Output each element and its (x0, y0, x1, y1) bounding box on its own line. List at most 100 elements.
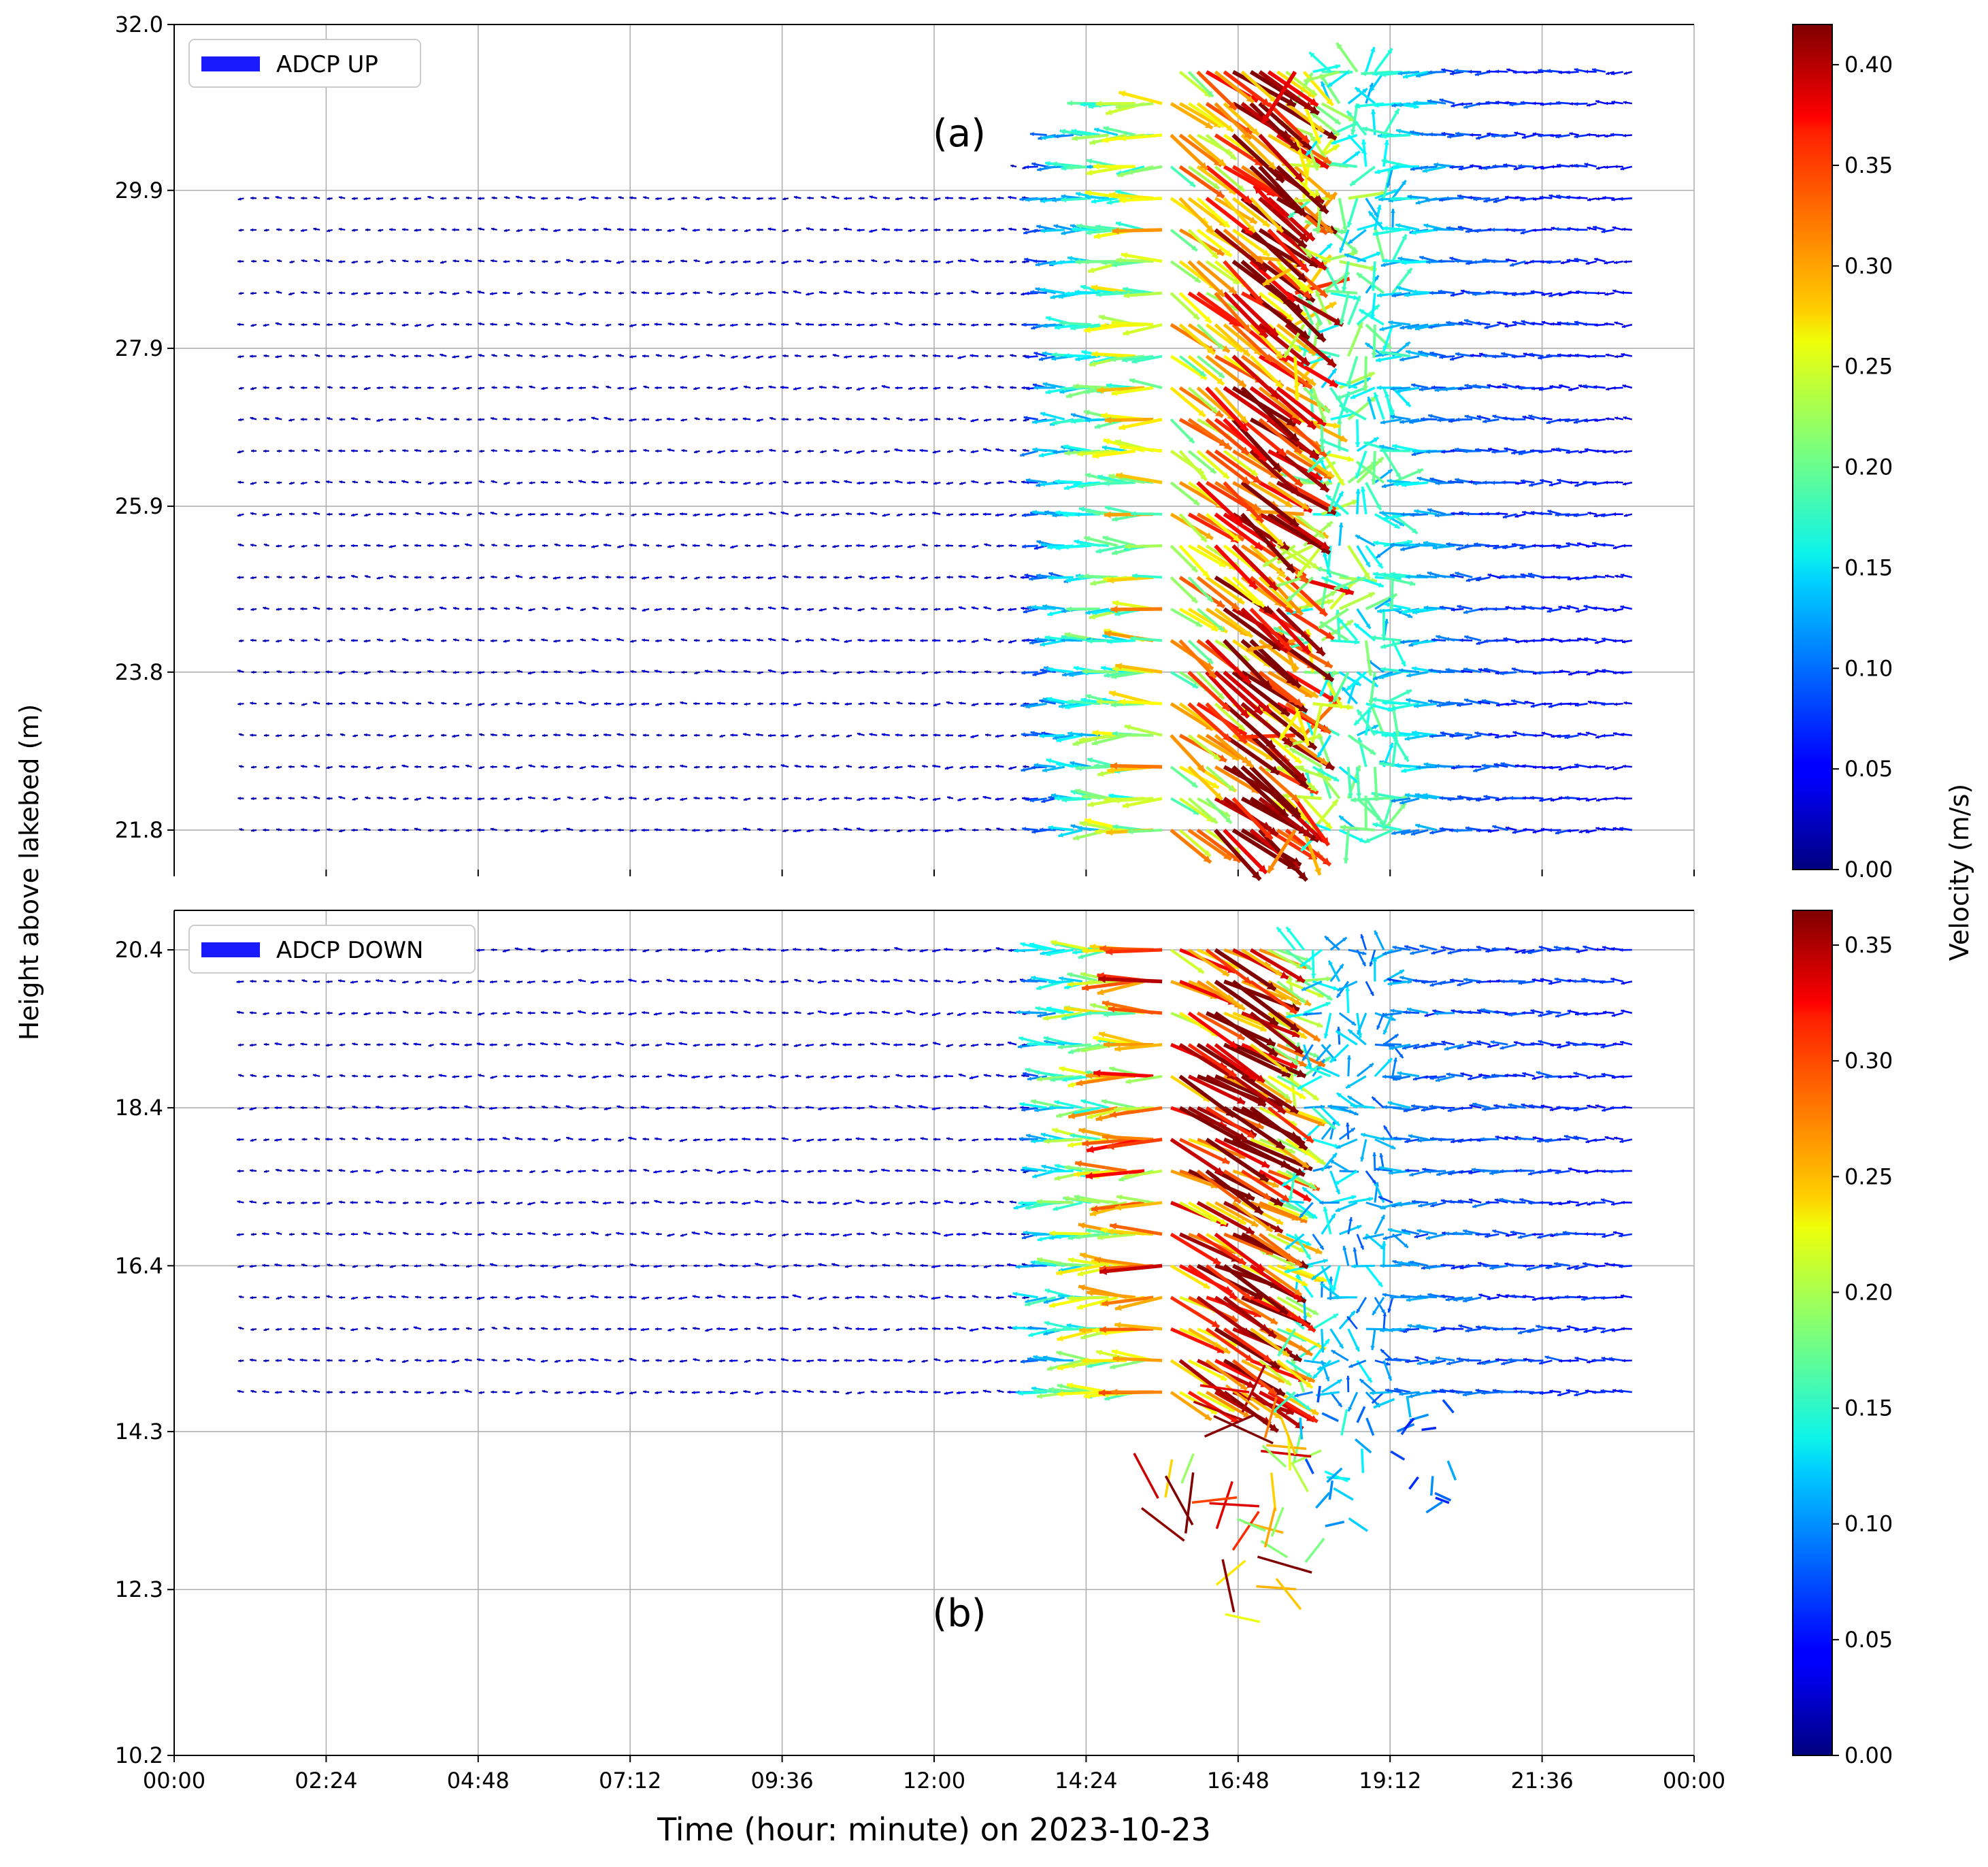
quiver-arrowhead (997, 671, 1001, 675)
quiver-arrowhead (705, 701, 708, 706)
quiver-arrowhead (869, 829, 873, 833)
quiver-arrowhead (578, 701, 582, 704)
quiver-arrow (1268, 733, 1303, 765)
quiver-arrowhead (819, 765, 823, 769)
quiver-arrowhead (1310, 691, 1319, 697)
quiver-arrowhead (1466, 797, 1470, 802)
quiver-arrowhead (580, 323, 583, 327)
quiver-arrowhead (465, 323, 469, 327)
quiver-arrow (1372, 823, 1402, 831)
quiver-arrowhead (415, 639, 418, 642)
quiver-arrows (237, 42, 1633, 882)
quiver-arrowhead (490, 323, 493, 326)
quiver-arrowhead (1298, 872, 1307, 880)
quiver-arrowhead (1127, 828, 1133, 835)
quiver-arrowhead (554, 417, 557, 421)
quiver-arrowhead (1023, 354, 1026, 358)
quiver-arrowhead (453, 323, 457, 326)
quiver-arrowhead (1085, 693, 1091, 699)
quiver-arrowhead (1530, 704, 1535, 708)
quiver-arrowhead (555, 701, 559, 705)
quiver-arrowhead (680, 828, 684, 831)
quiver-arrowhead (808, 701, 811, 705)
quiver-arrowhead (1602, 668, 1606, 673)
quiver-arrowhead (1605, 417, 1609, 421)
quiver-arrowhead (327, 449, 331, 452)
quiver-arrowhead (1465, 826, 1470, 831)
quiver-arrowhead (1031, 829, 1036, 834)
quiver-arrow (1214, 702, 1246, 731)
quiver-arrowhead (1211, 817, 1218, 823)
quiver-arrowhead (1270, 765, 1279, 774)
quiver-arrowhead (756, 765, 760, 769)
quiver-arrowhead (554, 512, 558, 516)
quiver-arrowhead (694, 765, 697, 769)
quiver-arrowhead (780, 701, 784, 706)
quiver-arrowhead (428, 829, 431, 832)
quiver-arrow (1240, 765, 1302, 820)
quiver-arrowhead (1521, 732, 1525, 737)
quiver-arrowhead (1021, 639, 1025, 642)
quiver-arrowhead (1495, 797, 1500, 802)
quiver-arrowhead (1112, 665, 1119, 673)
quiver-arrowhead (630, 670, 634, 674)
quiver-arrowhead (1212, 782, 1219, 788)
quiver-arrowhead (1268, 865, 1275, 873)
quiver-arrowhead (527, 671, 531, 675)
quiver-arrowhead (631, 260, 634, 263)
quiver-arrowhead (477, 797, 481, 801)
quiver-arrowhead (730, 512, 733, 516)
quiver-arrowhead (1238, 724, 1245, 731)
quiver-arrowhead (414, 291, 418, 295)
quiver-arrowhead (1347, 793, 1353, 799)
quiver-arrowhead (313, 701, 316, 705)
quiver-arrowhead (921, 608, 925, 611)
quiver-arrowhead (1280, 733, 1286, 740)
quiver-arrowhead (743, 733, 746, 736)
quiver-arrowhead (540, 480, 544, 484)
quiver-arrowhead (706, 733, 710, 737)
quiver-arrowhead (1354, 719, 1360, 725)
quiver-arrowhead (681, 670, 684, 674)
quiver-arrowhead (757, 701, 761, 706)
quiver-arrowhead (504, 512, 508, 516)
quiver-arrowhead (605, 449, 608, 453)
quiver-arrowhead (681, 607, 684, 611)
quiver-arrowhead (806, 512, 809, 516)
quiver-arrowhead (1622, 764, 1626, 768)
quiver-arrowhead (591, 765, 595, 768)
quiver-arrowhead (327, 828, 330, 831)
quiver-arrowhead (402, 449, 405, 452)
quiver-arrowhead (427, 544, 431, 548)
quiver-arrowhead (668, 386, 672, 390)
quiver-arrowhead (1041, 731, 1046, 736)
quiver-arrowhead (1620, 671, 1624, 675)
quiver-arrowhead (1113, 797, 1120, 804)
quiver-arrowhead (1082, 668, 1088, 674)
quiver-arrowhead (1540, 827, 1544, 831)
quiver-arrowhead (908, 323, 912, 327)
quiver-arrowhead (618, 481, 621, 484)
quiver-arrowhead (1010, 670, 1014, 674)
quiver-arrowhead (466, 418, 470, 421)
quiver-arrowhead (376, 766, 380, 770)
quiver-arrowhead (1301, 845, 1307, 851)
quiver-arrowhead (1500, 762, 1505, 766)
quiver-arrowhead (1394, 763, 1399, 768)
quiver-arrowhead (542, 544, 546, 548)
quiver-arrowhead (1379, 510, 1384, 516)
quiver-arrowhead (578, 671, 582, 674)
quiver-arrowhead (756, 386, 759, 390)
quiver-arrowhead (465, 671, 469, 674)
quiver-arrowhead (388, 734, 393, 738)
quiver-arrowhead (351, 670, 354, 674)
quiver-arrowhead (908, 701, 912, 706)
quiver-arrowhead (1223, 811, 1231, 817)
quiver-arrowhead (884, 829, 887, 832)
quiver-arrowhead (920, 828, 923, 832)
quiver-arrowhead (578, 386, 582, 390)
quiver-arrowhead (933, 703, 937, 707)
quiver-arrowhead (1416, 765, 1421, 770)
quiver-arrow (1365, 797, 1385, 827)
